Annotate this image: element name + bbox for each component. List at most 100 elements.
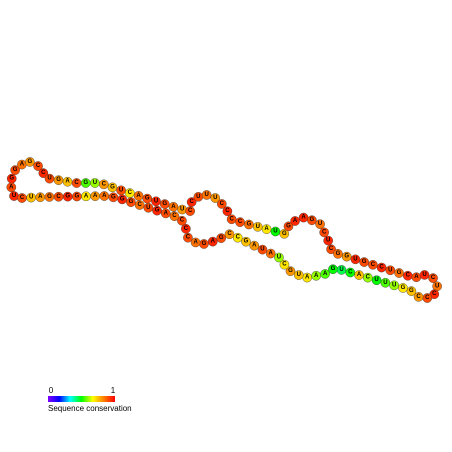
nucleotide-letter: C bbox=[128, 190, 133, 196]
nucleotide bbox=[333, 249, 343, 259]
nucleotide bbox=[38, 168, 49, 178]
nucleotide-letter: U bbox=[422, 272, 426, 278]
nucleotide bbox=[326, 244, 336, 255]
nucleotide bbox=[190, 237, 201, 248]
nucleotide-letter: A bbox=[301, 215, 306, 221]
nucleotide bbox=[363, 272, 373, 283]
nucleotide-letter: C bbox=[74, 180, 79, 186]
nucleotide bbox=[25, 157, 35, 167]
nucleotide-letter: G bbox=[344, 254, 349, 260]
nucleotide bbox=[235, 217, 245, 227]
nucleotide-letter: C bbox=[188, 208, 193, 214]
nucleotide-letter: A bbox=[171, 204, 176, 210]
nucleotide-letter: C bbox=[41, 170, 46, 176]
nucleotide-letter: A bbox=[323, 271, 328, 277]
nucleotide-letter: U bbox=[196, 194, 200, 200]
nucleotide bbox=[279, 229, 290, 239]
nucleotide bbox=[232, 232, 243, 243]
nucleotide-letter: C bbox=[416, 294, 421, 300]
nucleotide bbox=[368, 260, 378, 270]
nucleotide bbox=[341, 251, 352, 262]
nucleotide-letter: C bbox=[225, 208, 230, 214]
nucleotide-letter: C bbox=[431, 275, 436, 281]
nucleotide bbox=[406, 286, 417, 296]
nucleotide bbox=[99, 179, 109, 190]
nucleotide bbox=[354, 270, 364, 280]
nucleotide bbox=[249, 240, 260, 251]
nucleotide-letter: C bbox=[137, 202, 142, 208]
nucleotide-letter: G bbox=[397, 270, 402, 276]
nucleotide bbox=[168, 201, 179, 212]
nucleotide-letter: U bbox=[388, 267, 392, 273]
nucleotide bbox=[270, 226, 281, 237]
nucleotide bbox=[107, 182, 118, 193]
nucleotide-letter: G bbox=[110, 184, 115, 190]
nucleotide bbox=[274, 252, 284, 263]
nucleotide bbox=[283, 221, 294, 232]
nucleotide-letter: G bbox=[111, 194, 116, 200]
nucleotide bbox=[126, 197, 136, 207]
nucleotide bbox=[279, 259, 290, 270]
nucleotide-letter: U bbox=[339, 267, 343, 273]
nucleotide bbox=[359, 257, 369, 267]
nucleotide-letter: A bbox=[293, 218, 298, 224]
nucleotide bbox=[293, 270, 304, 280]
nucleotide bbox=[210, 193, 221, 203]
nucleotide-letter: U bbox=[326, 238, 330, 244]
nucleotide bbox=[428, 273, 438, 283]
nucleotide-letter: G bbox=[288, 268, 293, 274]
nucleotide bbox=[350, 254, 361, 265]
nucleotide-letter: U bbox=[260, 247, 264, 253]
nucleotide bbox=[244, 219, 254, 230]
nucleotide-letter: A bbox=[164, 210, 169, 216]
nucleotide-letter: A bbox=[314, 273, 319, 279]
nucleotide bbox=[169, 211, 180, 222]
nucleotide bbox=[307, 215, 317, 226]
nucleotide-letter: G bbox=[244, 239, 249, 245]
nucleotide-letter: G bbox=[75, 193, 80, 199]
nucleotide-letter: U bbox=[47, 176, 51, 182]
nucleotide-letter: G bbox=[47, 194, 52, 200]
nucleotide bbox=[17, 193, 27, 203]
nucleotide-letter: G bbox=[202, 241, 207, 247]
nucleotide bbox=[224, 229, 235, 240]
nucleotide-letter: C bbox=[406, 273, 411, 279]
nucleotide-letter: C bbox=[322, 229, 327, 235]
nucleotide-letter: A bbox=[9, 184, 14, 190]
nucleotide bbox=[6, 173, 17, 184]
nucleotide-letter: G bbox=[83, 180, 88, 186]
nucleotide-letter: U bbox=[392, 282, 396, 288]
nucleotide-letter: G bbox=[65, 194, 70, 200]
nucleotide-letter: A bbox=[38, 194, 43, 200]
nucleotide bbox=[389, 280, 399, 291]
nucleotide bbox=[319, 227, 329, 238]
nucleotide-letter: C bbox=[56, 194, 61, 200]
nucleotide bbox=[385, 265, 396, 276]
nucleotide-letter: A bbox=[102, 193, 107, 199]
nucleotide-letter: A bbox=[211, 239, 216, 245]
nucleotide bbox=[257, 244, 268, 255]
nucleotide bbox=[33, 161, 43, 171]
legend-label: Sequence conservation bbox=[48, 404, 132, 413]
nucleotide-letter: G bbox=[28, 159, 33, 165]
nucleotide bbox=[186, 197, 197, 207]
nucleotide bbox=[159, 199, 170, 209]
nucleotide-letter: G bbox=[13, 167, 18, 173]
nucleotide bbox=[177, 215, 187, 226]
nucleotide bbox=[261, 224, 272, 234]
nucleotide-letter: C bbox=[172, 213, 177, 219]
nucleotide bbox=[265, 248, 276, 259]
nucleotide bbox=[152, 205, 162, 216]
nucleotide-letter: U bbox=[213, 195, 217, 201]
nucleotide-letter: C bbox=[366, 275, 371, 281]
nucleotide-letter: A bbox=[305, 275, 310, 281]
nucleotide bbox=[201, 190, 212, 200]
nucleotide-letter: C bbox=[20, 195, 25, 201]
nucleotide-letter: G bbox=[219, 235, 224, 241]
nucleotide-letter: U bbox=[435, 283, 439, 289]
nucleotide bbox=[160, 208, 171, 219]
nucleotide-letter: A bbox=[65, 179, 70, 185]
nucleotide-letter: C bbox=[371, 262, 376, 268]
